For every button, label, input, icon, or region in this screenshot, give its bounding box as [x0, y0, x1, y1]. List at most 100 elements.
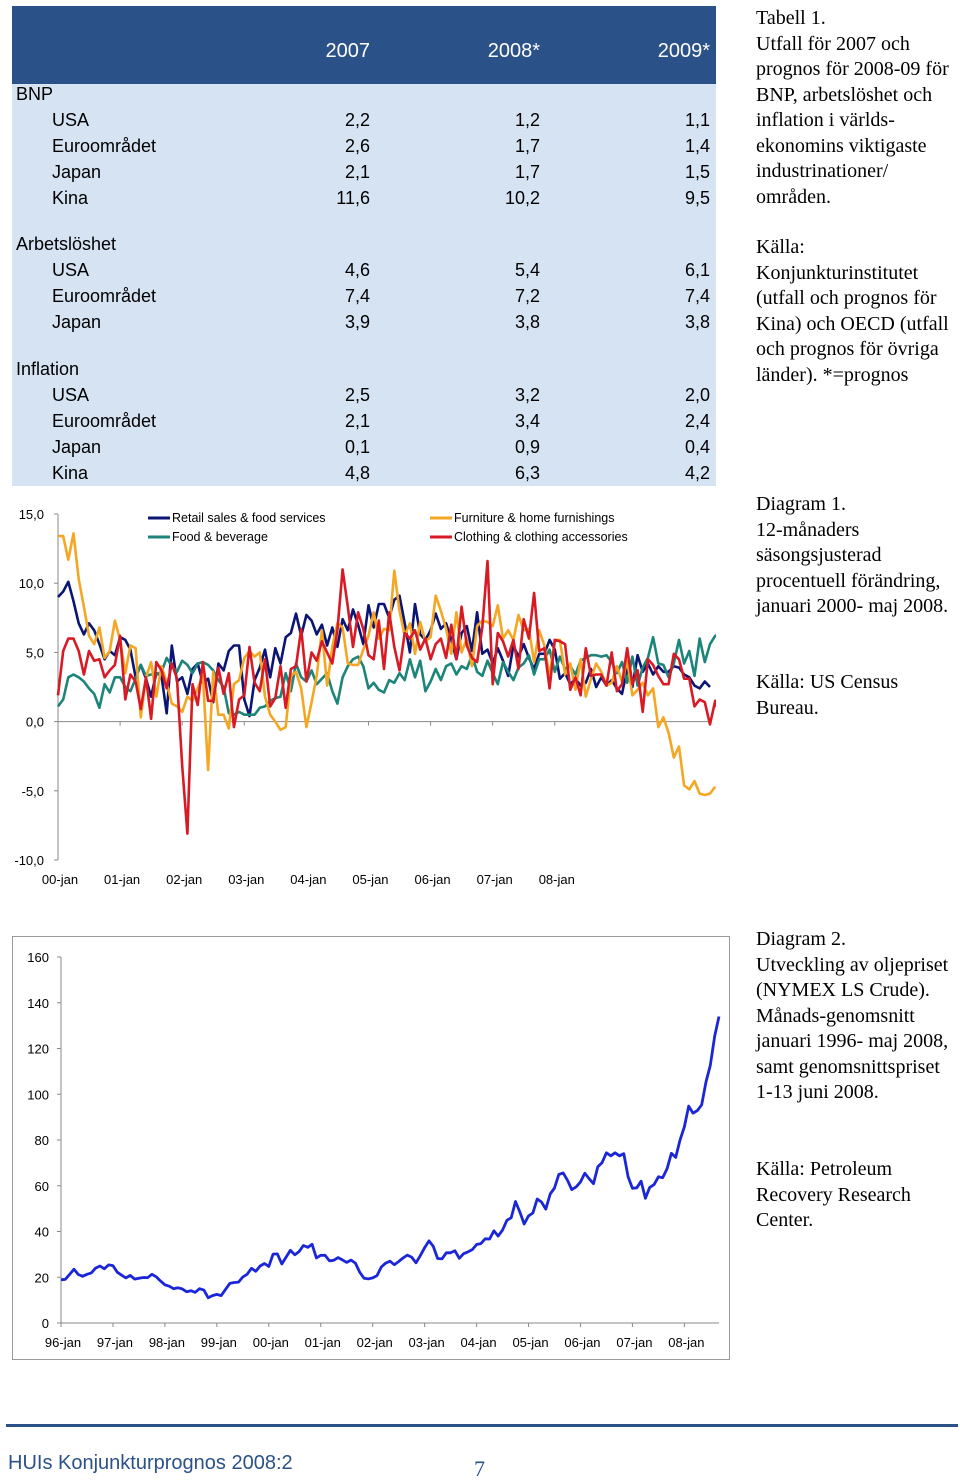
x-tick-label: 00-jan — [253, 1335, 289, 1350]
table-row: Japan 3,9 3,8 3,8 — [12, 312, 716, 336]
y-tick-label: 20 — [35, 1270, 49, 1285]
table-cell: 1,5 — [684, 162, 710, 182]
x-tick-label: 07-jan — [616, 1335, 652, 1350]
x-tick-label: 04-jan — [461, 1335, 497, 1350]
x-tick-label: 08-jan — [539, 872, 575, 887]
y-tick-label: 100 — [27, 1087, 49, 1102]
table-row: USA 2,5 3,2 2,0 — [12, 385, 716, 409]
y-tick-label: 80 — [35, 1133, 49, 1148]
header-col-2007: 2007 — [325, 40, 371, 62]
x-tick-label: 04-jan — [290, 872, 326, 887]
x-tick-label: 06-jan — [564, 1335, 600, 1350]
table-cell: 6,3 — [514, 463, 540, 483]
table-caption: Tabell 1. Utfall för 2007 och prognos fö… — [756, 7, 949, 208]
table-cell: 9,5 — [684, 188, 710, 208]
table-cell: 5,4 — [514, 260, 540, 280]
table-cell: 11,6 — [336, 188, 370, 208]
table-cell: 0,4 — [684, 437, 710, 457]
row-label: USA — [52, 110, 90, 130]
table-cell: 1,1 — [684, 110, 710, 130]
section-title: BNP — [16, 84, 54, 104]
table-cell: 0,1 — [344, 437, 370, 457]
table-cell: 7,2 — [514, 286, 540, 306]
series-line — [56, 559, 722, 836]
x-tick-label: 01-jan — [305, 1335, 341, 1350]
table-row: Japan 2,1 1,7 1,5 — [12, 162, 716, 186]
row-label: Euroområdet — [52, 411, 157, 431]
footer-title: HUIs Konjunkturprognos 2008:2 — [8, 1452, 293, 1474]
table-cell: 2,1 — [344, 162, 370, 182]
x-tick-label: 05-jan — [512, 1335, 548, 1350]
row-label: USA — [52, 385, 90, 405]
x-tick-label: 96-jan — [45, 1335, 81, 1350]
table-row: Euroområdet 2,6 1,7 1,4 — [12, 136, 716, 160]
diagram1-source: Källa: US Census Bureau. — [756, 671, 899, 719]
y-tick-label: 0,0 — [26, 715, 44, 730]
x-tick-label: 06-jan — [415, 872, 451, 887]
row-label: Japan — [52, 312, 102, 332]
y-tick-label: 10,0 — [19, 576, 44, 591]
table-cell: 0,9 — [514, 437, 540, 457]
table-source: Källa: Konjunkturinstitutet (utfall och … — [756, 236, 949, 386]
x-tick-label: 99-jan — [201, 1335, 237, 1350]
table-row: Japan 0,1 0,9 0,4 — [12, 437, 716, 461]
table-cell: 3,8 — [514, 312, 540, 332]
table-cell: 7,4 — [344, 286, 370, 306]
table-cell: 1,7 — [514, 162, 540, 182]
table-row: Euroområdet 7,4 7,2 7,4 — [12, 286, 716, 310]
diagram1-frame: 15,0 10,0 5,0 0,0 -5,0 -10,0 00-jan 01-jan 02-ja… — [12, 490, 722, 920]
y-tick-label: 5,0 — [26, 645, 44, 660]
table-cell: 3,8 — [684, 312, 710, 332]
y-tick-label: 160 — [27, 950, 49, 965]
table-cell: 4,2 — [684, 463, 710, 483]
row-label: Japan — [52, 437, 102, 457]
series-line — [60, 1016, 721, 1300]
table-cell: 4,6 — [344, 260, 370, 280]
table-cell: 2,1 — [344, 411, 370, 431]
x-tick-label: 00-jan — [42, 872, 78, 887]
row-label: Euroområdet — [52, 286, 157, 306]
table-cell: 1,2 — [514, 110, 540, 130]
legend-entry: Clothing & clothing accessories — [454, 530, 628, 544]
x-tick-label: 98-jan — [149, 1335, 185, 1350]
x-tick-label: 01-jan — [104, 872, 140, 887]
section-title: Inflation — [16, 359, 80, 379]
y-tick-label: -5,0 — [22, 784, 44, 799]
diagram2-frame: 160 140 120 100 80 60 40 20 0 96-jan 97-jan 98-jan 9… — [12, 936, 730, 1360]
table-cell: 7,4 — [684, 286, 710, 306]
y-tick-label: -10,0 — [14, 853, 44, 868]
table-cell: 2,4 — [684, 411, 710, 431]
table-row: Euroområdet 2,1 3,4 2,4 — [12, 411, 716, 435]
x-tick-label: 02-jan — [357, 1335, 393, 1350]
table-cell: 3,4 — [514, 411, 540, 431]
table-cell: 3,9 — [344, 312, 370, 332]
row-label: Kina — [52, 463, 89, 483]
legend-entry: Furniture & home furnishings — [454, 511, 615, 525]
y-tick-label: 15,0 — [19, 507, 44, 522]
x-tick-label: 97-jan — [97, 1335, 133, 1350]
table-cell: 6,1 — [684, 260, 710, 280]
y-tick-label: 60 — [35, 1179, 49, 1194]
table-cell: 2,6 — [344, 136, 370, 156]
table-row: USA 2,2 1,2 1,1 — [12, 110, 716, 134]
table-cell: 2,0 — [684, 385, 710, 405]
legend-entry: Food & beverage — [172, 530, 268, 544]
x-tick-label: 03-jan — [409, 1335, 445, 1350]
header-col-2009: 2009* — [657, 40, 710, 62]
oil-price-chart: 160 140 120 100 80 60 40 20 0 96-jan 97-jan 98-jan 9… — [27, 950, 721, 1350]
table-row: USA 4,6 5,4 6,1 — [12, 260, 716, 284]
x-tick-label: 07-jan — [477, 872, 513, 887]
table-cell: 1,4 — [684, 136, 710, 156]
table-cell: 3,2 — [514, 385, 540, 405]
x-tick-label: 05-jan — [352, 872, 388, 887]
diagram2-source: Källa: Petroleum Recovery Research Cente… — [756, 1158, 911, 1231]
diagram1-caption: Diagram 1. 12-månaders säsongsjusterad p… — [756, 493, 949, 617]
table-cell: 1,7 — [514, 136, 540, 156]
diagram2-caption: Diagram 2. Utveckling av oljepriset (NYM… — [756, 928, 949, 1103]
x-tick-label: 08-jan — [668, 1335, 704, 1350]
page-number: 7 — [474, 1456, 485, 1481]
table-cell: 4,8 — [344, 463, 370, 483]
x-tick-label: 03-jan — [228, 872, 264, 887]
table-cell: 2,2 — [344, 110, 370, 130]
row-label: USA — [52, 260, 90, 280]
